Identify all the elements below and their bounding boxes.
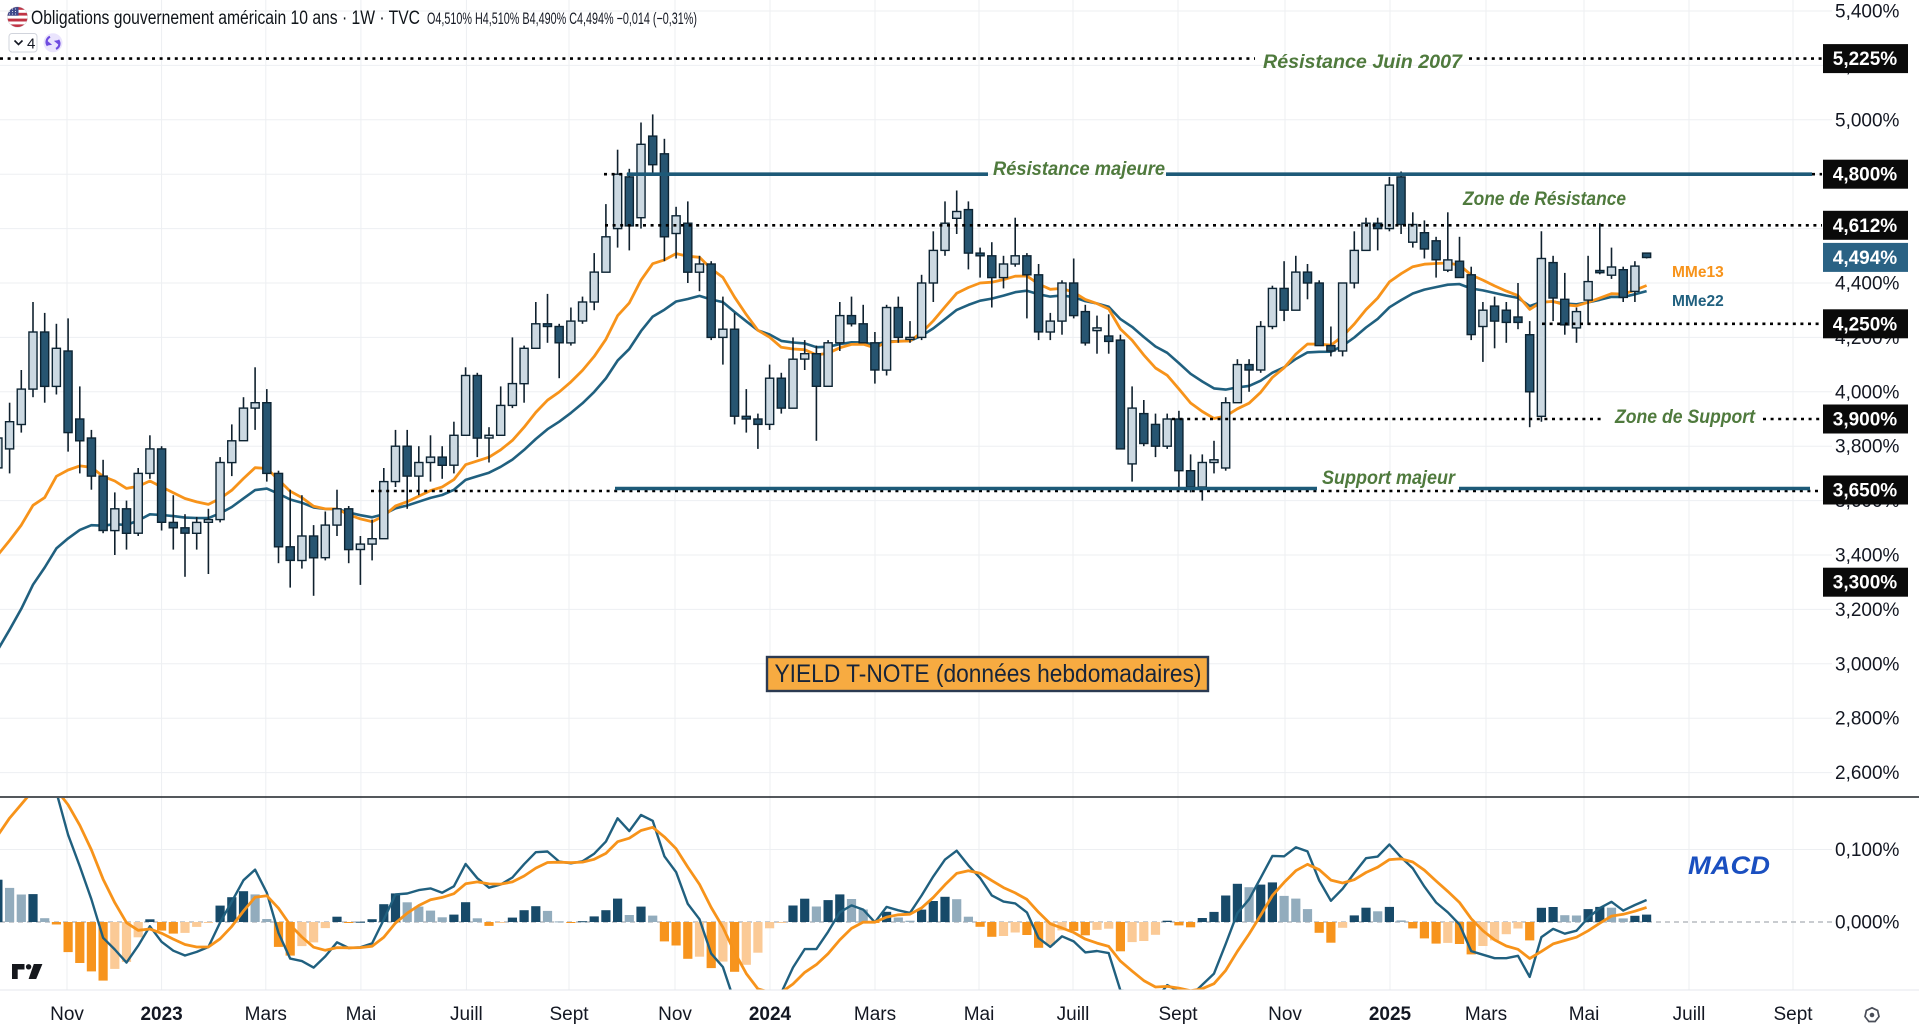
svg-text:Mai: Mai (964, 1004, 995, 1025)
svg-text:4,612%: 4,612% (1833, 216, 1898, 237)
svg-text:Support majeur: Support majeur (1322, 467, 1456, 489)
svg-text:Mars: Mars (854, 1004, 896, 1025)
svg-text:3,400%: 3,400% (1835, 546, 1900, 567)
svg-text:4,494%: 4,494% (1833, 248, 1898, 269)
svg-text:MMe13: MMe13 (1672, 264, 1724, 281)
svg-text:Obligations gouvernement améri: Obligations gouvernement américain 10 an… (31, 8, 420, 29)
svg-text:Nov: Nov (658, 1004, 692, 1025)
svg-text:Nov: Nov (50, 1004, 84, 1025)
svg-text:O4,510% H4,510% B4,490% C4,494: O4,510% H4,510% B4,490% C4,494% −0,014 (… (427, 10, 697, 28)
svg-text:Zone de Support: Zone de Support (1614, 406, 1756, 428)
svg-text:0,100%: 0,100% (1835, 840, 1900, 861)
svg-text:Sept: Sept (549, 1004, 589, 1025)
svg-text:2025: 2025 (1369, 1004, 1412, 1025)
svg-text:3,650%: 3,650% (1833, 481, 1898, 502)
svg-text:Nov: Nov (1268, 1004, 1302, 1025)
svg-text:Résistance majeure: Résistance majeure (993, 158, 1165, 180)
svg-text:4: 4 (27, 36, 35, 53)
svg-text:Mars: Mars (1465, 1004, 1507, 1025)
svg-text:Sept: Sept (1158, 1004, 1198, 1025)
svg-text:4,250%: 4,250% (1833, 314, 1898, 335)
svg-text:4,800%: 4,800% (1833, 165, 1898, 186)
svg-text:2023: 2023 (140, 1004, 182, 1025)
svg-text:Mai: Mai (1569, 1004, 1600, 1025)
svg-text:Juill: Juill (1673, 1004, 1706, 1025)
svg-text:4,400%: 4,400% (1835, 274, 1900, 295)
svg-text:2,600%: 2,600% (1835, 763, 1900, 784)
svg-text:5,000%: 5,000% (1835, 110, 1900, 131)
svg-text:2,800%: 2,800% (1835, 709, 1900, 730)
svg-text:5,225%: 5,225% (1833, 49, 1898, 70)
svg-text:4,000%: 4,000% (1835, 382, 1900, 403)
svg-text:Résistance Juin 2007: Résistance Juin 2007 (1263, 51, 1463, 73)
svg-text:Sept: Sept (1773, 1004, 1813, 1025)
svg-text:Mars: Mars (245, 1004, 287, 1025)
svg-text:3,200%: 3,200% (1835, 600, 1900, 621)
svg-text:3,800%: 3,800% (1835, 437, 1900, 458)
svg-text:MACD: MACD (1688, 852, 1770, 880)
svg-text:MMe22: MMe22 (1672, 293, 1724, 310)
svg-text:3,300%: 3,300% (1833, 573, 1898, 594)
svg-text:2024: 2024 (749, 1004, 792, 1025)
svg-text:YIELD T-NOTE (données hebdomad: YIELD T-NOTE (données hebdomadaires) (775, 660, 1202, 688)
svg-text:Juill: Juill (450, 1004, 483, 1025)
svg-text:5,400%: 5,400% (1835, 2, 1900, 23)
svg-text:3,000%: 3,000% (1835, 654, 1900, 675)
svg-text:Juill: Juill (1057, 1004, 1090, 1025)
svg-text:3,900%: 3,900% (1833, 410, 1898, 431)
svg-text:Zone de Résistance: Zone de Résistance (1462, 188, 1626, 210)
svg-text:0,000%: 0,000% (1835, 913, 1900, 934)
svg-text:Mai: Mai (346, 1004, 377, 1025)
